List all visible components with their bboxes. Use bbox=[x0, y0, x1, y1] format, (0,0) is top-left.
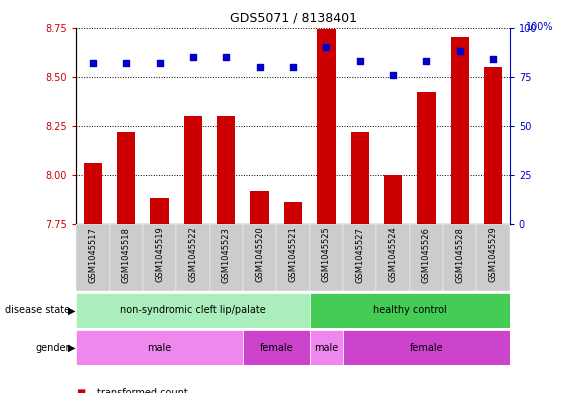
Y-axis label: 100%: 100% bbox=[526, 22, 554, 31]
Bar bbox=[309, 293, 510, 328]
Bar bbox=[250, 191, 269, 224]
Text: female: female bbox=[260, 343, 293, 353]
Bar bbox=[151, 198, 169, 224]
Text: GSM1045522: GSM1045522 bbox=[189, 227, 197, 283]
Text: transformed count: transformed count bbox=[97, 388, 188, 393]
Bar bbox=[76, 224, 110, 291]
Bar bbox=[76, 330, 243, 365]
Text: GSM1045527: GSM1045527 bbox=[355, 227, 364, 283]
Bar bbox=[410, 224, 443, 291]
Text: male: male bbox=[314, 343, 339, 353]
Point bbox=[422, 58, 431, 64]
Text: GSM1045529: GSM1045529 bbox=[489, 227, 498, 283]
Text: GSM1045521: GSM1045521 bbox=[288, 227, 298, 283]
Bar bbox=[343, 224, 376, 291]
Text: ■: ■ bbox=[76, 388, 86, 393]
Text: non-syndromic cleft lip/palate: non-syndromic cleft lip/palate bbox=[120, 305, 266, 316]
Text: disease state: disease state bbox=[5, 305, 70, 316]
Text: GSM1045526: GSM1045526 bbox=[422, 227, 431, 283]
Bar bbox=[210, 224, 243, 291]
Text: GSM1045523: GSM1045523 bbox=[222, 227, 231, 283]
Text: GSM1045525: GSM1045525 bbox=[322, 227, 331, 283]
Point bbox=[355, 58, 364, 64]
Bar bbox=[110, 224, 143, 291]
Bar bbox=[243, 330, 309, 365]
Bar bbox=[417, 92, 435, 224]
Bar bbox=[350, 132, 369, 224]
Bar bbox=[184, 116, 202, 224]
Bar bbox=[176, 224, 210, 291]
Text: GSM1045524: GSM1045524 bbox=[389, 227, 397, 283]
Text: gender: gender bbox=[36, 343, 70, 353]
Bar bbox=[284, 202, 302, 224]
Bar bbox=[443, 224, 476, 291]
Point bbox=[121, 60, 131, 66]
Point bbox=[88, 60, 97, 66]
Text: ▶: ▶ bbox=[67, 343, 75, 353]
Point bbox=[455, 48, 465, 54]
Point bbox=[188, 54, 197, 60]
Bar bbox=[143, 224, 176, 291]
Bar bbox=[317, 29, 336, 224]
Bar bbox=[343, 330, 510, 365]
Text: GSM1045517: GSM1045517 bbox=[88, 227, 97, 283]
Point bbox=[322, 44, 331, 50]
Text: GSM1045528: GSM1045528 bbox=[455, 227, 464, 283]
Point bbox=[389, 72, 398, 78]
Point bbox=[222, 54, 231, 60]
Text: healthy control: healthy control bbox=[373, 305, 447, 316]
Text: GSM1045520: GSM1045520 bbox=[255, 227, 264, 283]
Point bbox=[155, 60, 164, 66]
Bar bbox=[243, 224, 277, 291]
Bar bbox=[117, 132, 135, 224]
Point bbox=[288, 64, 298, 70]
Text: female: female bbox=[410, 343, 443, 353]
Bar bbox=[76, 293, 309, 328]
Bar bbox=[484, 67, 502, 224]
Bar bbox=[451, 37, 469, 224]
Point bbox=[255, 64, 264, 70]
Text: GSM1045519: GSM1045519 bbox=[155, 227, 164, 283]
Title: GDS5071 / 8138401: GDS5071 / 8138401 bbox=[230, 12, 356, 25]
Text: GSM1045518: GSM1045518 bbox=[122, 227, 131, 283]
Bar bbox=[476, 224, 510, 291]
Bar bbox=[84, 163, 102, 224]
Bar bbox=[384, 175, 402, 224]
Bar bbox=[277, 224, 309, 291]
Bar bbox=[376, 224, 410, 291]
Text: ▶: ▶ bbox=[67, 305, 75, 316]
Bar bbox=[217, 116, 236, 224]
Bar bbox=[309, 224, 343, 291]
Text: male: male bbox=[148, 343, 172, 353]
Bar bbox=[309, 330, 343, 365]
Point bbox=[489, 56, 498, 62]
